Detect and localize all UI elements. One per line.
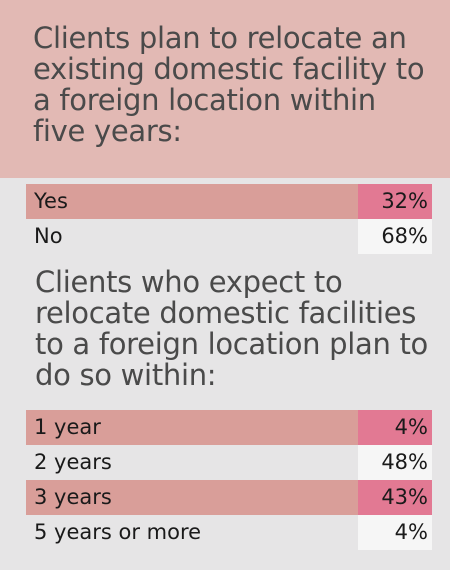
table-relocation-plan: Yes 32% No 68% <box>26 184 432 254</box>
timeline-row: 2 years 48% <box>26 445 432 480</box>
chart-title-2: Clients who expect to relocate domestic … <box>35 265 428 392</box>
timeline-category-label: 1 year <box>26 410 358 445</box>
plan-row: Yes 32% <box>26 184 432 219</box>
timeline-value-label: 43% <box>358 480 432 515</box>
chart-title-1: Clients plan to relocate an existing dom… <box>33 21 425 148</box>
timeline-value-label: 48% <box>358 445 432 480</box>
timeline-value-label: 4% <box>358 515 432 550</box>
timeline-row: 5 years or more 4% <box>26 515 432 550</box>
timeline-row: 3 years 43% <box>26 480 432 515</box>
plan-category-label: No <box>34 224 63 248</box>
timeline-row: 1 year 4% <box>26 410 432 445</box>
header-panel: Clients plan to relocate an existing dom… <box>0 0 450 178</box>
plan-row: No 68% <box>26 219 432 254</box>
timeline-category-label: 5 years or more <box>34 520 202 544</box>
timeline-category-label: 2 years <box>34 450 112 474</box>
timeline-value-label: 4% <box>358 410 432 445</box>
plan-value-label: 32% <box>358 184 432 219</box>
table-relocation-timeline: 1 year 4% 2 years 48% 3 years 43% 5 years or m… <box>26 410 432 550</box>
plan-value-label: 68% <box>358 219 432 254</box>
plan-category-label: Yes <box>26 184 358 219</box>
timeline-category-label: 3 years <box>26 480 358 515</box>
